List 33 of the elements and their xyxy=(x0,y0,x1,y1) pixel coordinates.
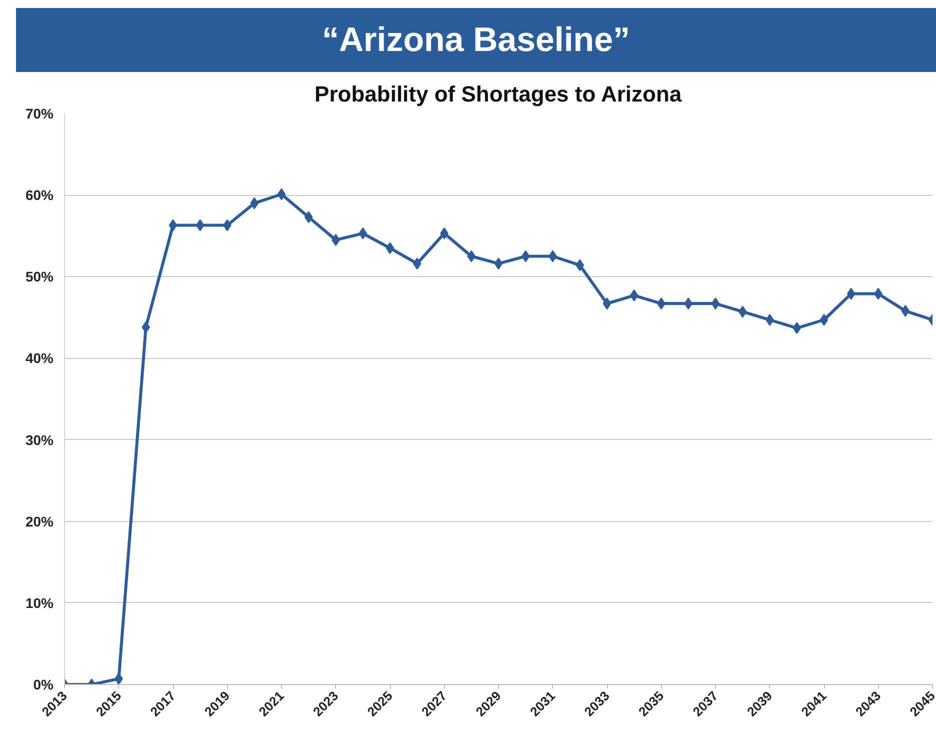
point xyxy=(114,672,123,684)
point xyxy=(684,298,693,310)
point xyxy=(711,298,720,310)
y-tick-label: 60% xyxy=(25,187,54,204)
point xyxy=(576,259,584,272)
point xyxy=(358,227,368,240)
point xyxy=(792,322,802,334)
y-tick-label: 20% xyxy=(25,513,54,530)
point xyxy=(196,219,204,232)
point xyxy=(277,188,286,200)
point xyxy=(820,314,828,326)
point xyxy=(412,258,422,270)
point xyxy=(142,321,150,334)
point xyxy=(602,298,612,310)
point xyxy=(738,306,747,318)
chart-title: “Arizona Baseline” xyxy=(322,20,630,61)
y-tick-label: 50% xyxy=(25,268,54,285)
point xyxy=(168,219,178,232)
point xyxy=(304,211,313,224)
y-tick-label: 10% xyxy=(25,594,54,611)
y-tick-label: 0% xyxy=(33,676,54,692)
point xyxy=(386,242,394,254)
point xyxy=(521,250,530,262)
point xyxy=(494,258,503,270)
point xyxy=(467,250,476,262)
y-tick-label: 40% xyxy=(25,350,54,366)
y-tick-label: 30% xyxy=(25,432,54,448)
point xyxy=(250,197,259,210)
y-tick-label: 70% xyxy=(25,106,54,122)
point xyxy=(901,304,910,317)
point xyxy=(846,288,856,300)
chart-subtitle: Probability of Shortages to Arizona xyxy=(314,82,682,106)
point xyxy=(630,289,638,302)
